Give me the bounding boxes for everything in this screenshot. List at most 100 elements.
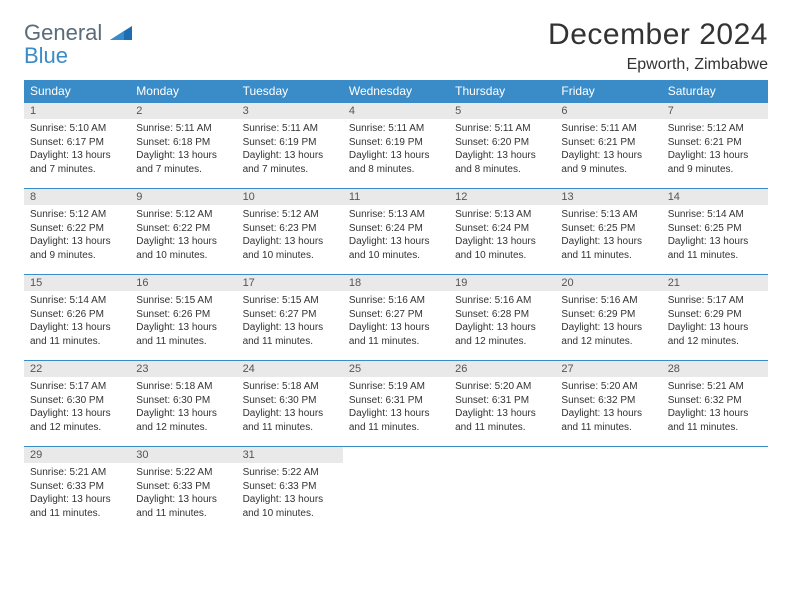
calendar-day-cell: 3Sunrise: 5:11 AMSunset: 6:19 PMDaylight… xyxy=(237,103,343,189)
day-line: Sunset: 6:29 PM xyxy=(668,308,762,322)
day-line: Sunrise: 5:12 AM xyxy=(136,208,230,222)
day-number: 30 xyxy=(130,447,236,463)
day-line: Sunrise: 5:20 AM xyxy=(561,380,655,394)
day-line: Daylight: 13 hours xyxy=(349,407,443,421)
day-line: Daylight: 13 hours xyxy=(561,321,655,335)
day-line: and 10 minutes. xyxy=(455,249,549,263)
day-line: and 9 minutes. xyxy=(30,249,124,263)
day-number: 9 xyxy=(130,189,236,205)
calendar-day-cell: 19Sunrise: 5:16 AMSunset: 6:28 PMDayligh… xyxy=(449,275,555,361)
day-number: 22 xyxy=(24,361,130,377)
day-number: 10 xyxy=(237,189,343,205)
title-block: December 2024 Epworth, Zimbabwe xyxy=(548,18,768,74)
day-content: Sunrise: 5:12 AMSunset: 6:22 PMDaylight:… xyxy=(24,205,130,266)
day-content: Sunrise: 5:13 AMSunset: 6:24 PMDaylight:… xyxy=(449,205,555,266)
day-line: Sunrise: 5:17 AM xyxy=(30,380,124,394)
day-line: Sunrise: 5:11 AM xyxy=(455,122,549,136)
day-line: Daylight: 13 hours xyxy=(243,321,337,335)
day-line: Sunset: 6:18 PM xyxy=(136,136,230,150)
day-line: Sunset: 6:26 PM xyxy=(136,308,230,322)
day-line: Daylight: 13 hours xyxy=(30,321,124,335)
day-line: Sunset: 6:33 PM xyxy=(243,480,337,494)
day-number: 4 xyxy=(343,103,449,119)
day-line: Sunset: 6:32 PM xyxy=(668,394,762,408)
calendar-day-cell: .. xyxy=(449,447,555,533)
day-number: 31 xyxy=(237,447,343,463)
calendar-body: 1Sunrise: 5:10 AMSunset: 6:17 PMDaylight… xyxy=(24,103,768,533)
day-line: Sunset: 6:24 PM xyxy=(349,222,443,236)
day-line: and 11 minutes. xyxy=(349,335,443,349)
day-line: Sunrise: 5:15 AM xyxy=(243,294,337,308)
day-line: Daylight: 13 hours xyxy=(136,321,230,335)
day-line: and 12 minutes. xyxy=(30,421,124,435)
day-line: and 9 minutes. xyxy=(668,163,762,177)
day-line: Sunrise: 5:19 AM xyxy=(349,380,443,394)
day-line: Sunrise: 5:16 AM xyxy=(349,294,443,308)
day-content: Sunrise: 5:11 AMSunset: 6:19 PMDaylight:… xyxy=(343,119,449,180)
day-line: Sunrise: 5:16 AM xyxy=(455,294,549,308)
day-number: 19 xyxy=(449,275,555,291)
day-line: Daylight: 13 hours xyxy=(243,493,337,507)
calendar-day-cell: 2Sunrise: 5:11 AMSunset: 6:18 PMDaylight… xyxy=(130,103,236,189)
day-line: Sunset: 6:30 PM xyxy=(30,394,124,408)
day-content: Sunrise: 5:12 AMSunset: 6:23 PMDaylight:… xyxy=(237,205,343,266)
day-line: Sunrise: 5:17 AM xyxy=(668,294,762,308)
day-line: Daylight: 13 hours xyxy=(30,149,124,163)
calendar-day-cell: 8Sunrise: 5:12 AMSunset: 6:22 PMDaylight… xyxy=(24,189,130,275)
day-content: Sunrise: 5:22 AMSunset: 6:33 PMDaylight:… xyxy=(237,463,343,524)
day-line: Sunset: 6:26 PM xyxy=(30,308,124,322)
calendar-week-row: 15Sunrise: 5:14 AMSunset: 6:26 PMDayligh… xyxy=(24,275,768,361)
day-line: Sunset: 6:21 PM xyxy=(668,136,762,150)
day-content: Sunrise: 5:11 AMSunset: 6:19 PMDaylight:… xyxy=(237,119,343,180)
calendar-day-cell: 4Sunrise: 5:11 AMSunset: 6:19 PMDaylight… xyxy=(343,103,449,189)
day-number: 21 xyxy=(662,275,768,291)
day-number: 2 xyxy=(130,103,236,119)
day-line: Sunset: 6:19 PM xyxy=(243,136,337,150)
day-line: Daylight: 13 hours xyxy=(136,407,230,421)
day-line: Daylight: 13 hours xyxy=(668,149,762,163)
day-line: Sunset: 6:23 PM xyxy=(243,222,337,236)
day-header: Monday xyxy=(130,80,236,103)
day-content: Sunrise: 5:21 AMSunset: 6:33 PMDaylight:… xyxy=(24,463,130,524)
day-line: Daylight: 13 hours xyxy=(455,235,549,249)
day-line: Sunrise: 5:11 AM xyxy=(561,122,655,136)
day-number: 29 xyxy=(24,447,130,463)
day-line: Sunrise: 5:10 AM xyxy=(30,122,124,136)
day-line: Sunrise: 5:13 AM xyxy=(455,208,549,222)
day-line: Daylight: 13 hours xyxy=(561,407,655,421)
day-header: Tuesday xyxy=(237,80,343,103)
day-line: Sunset: 6:20 PM xyxy=(455,136,549,150)
calendar-day-cell: 9Sunrise: 5:12 AMSunset: 6:22 PMDaylight… xyxy=(130,189,236,275)
day-line: and 8 minutes. xyxy=(349,163,443,177)
calendar-day-cell: 24Sunrise: 5:18 AMSunset: 6:30 PMDayligh… xyxy=(237,361,343,447)
day-line: and 12 minutes. xyxy=(455,335,549,349)
calendar-day-cell: 5Sunrise: 5:11 AMSunset: 6:20 PMDaylight… xyxy=(449,103,555,189)
calendar-day-cell: 18Sunrise: 5:16 AMSunset: 6:27 PMDayligh… xyxy=(343,275,449,361)
day-number: 3 xyxy=(237,103,343,119)
calendar-day-cell: 23Sunrise: 5:18 AMSunset: 6:30 PMDayligh… xyxy=(130,361,236,447)
day-line: and 11 minutes. xyxy=(349,421,443,435)
day-number: 12 xyxy=(449,189,555,205)
day-line: Sunset: 6:22 PM xyxy=(30,222,124,236)
calendar-week-row: 29Sunrise: 5:21 AMSunset: 6:33 PMDayligh… xyxy=(24,447,768,533)
day-number: 18 xyxy=(343,275,449,291)
day-line: Sunrise: 5:11 AM xyxy=(349,122,443,136)
day-line: and 11 minutes. xyxy=(30,335,124,349)
day-line: Sunrise: 5:15 AM xyxy=(136,294,230,308)
day-line: Sunset: 6:33 PM xyxy=(136,480,230,494)
calendar-week-row: 8Sunrise: 5:12 AMSunset: 6:22 PMDaylight… xyxy=(24,189,768,275)
day-content: Sunrise: 5:14 AMSunset: 6:25 PMDaylight:… xyxy=(662,205,768,266)
calendar-day-cell: 10Sunrise: 5:12 AMSunset: 6:23 PMDayligh… xyxy=(237,189,343,275)
day-line: Sunrise: 5:22 AM xyxy=(243,466,337,480)
day-line: Daylight: 13 hours xyxy=(455,407,549,421)
day-content: Sunrise: 5:16 AMSunset: 6:28 PMDaylight:… xyxy=(449,291,555,352)
day-number: 27 xyxy=(555,361,661,377)
day-line: and 11 minutes. xyxy=(561,249,655,263)
page-header: General Blue December 2024 Epworth, Zimb… xyxy=(24,18,768,74)
day-line: Sunset: 6:31 PM xyxy=(455,394,549,408)
day-line: Daylight: 13 hours xyxy=(668,235,762,249)
day-content: Sunrise: 5:18 AMSunset: 6:30 PMDaylight:… xyxy=(130,377,236,438)
day-line: Sunset: 6:30 PM xyxy=(243,394,337,408)
day-line: Sunrise: 5:12 AM xyxy=(30,208,124,222)
day-line: and 7 minutes. xyxy=(136,163,230,177)
